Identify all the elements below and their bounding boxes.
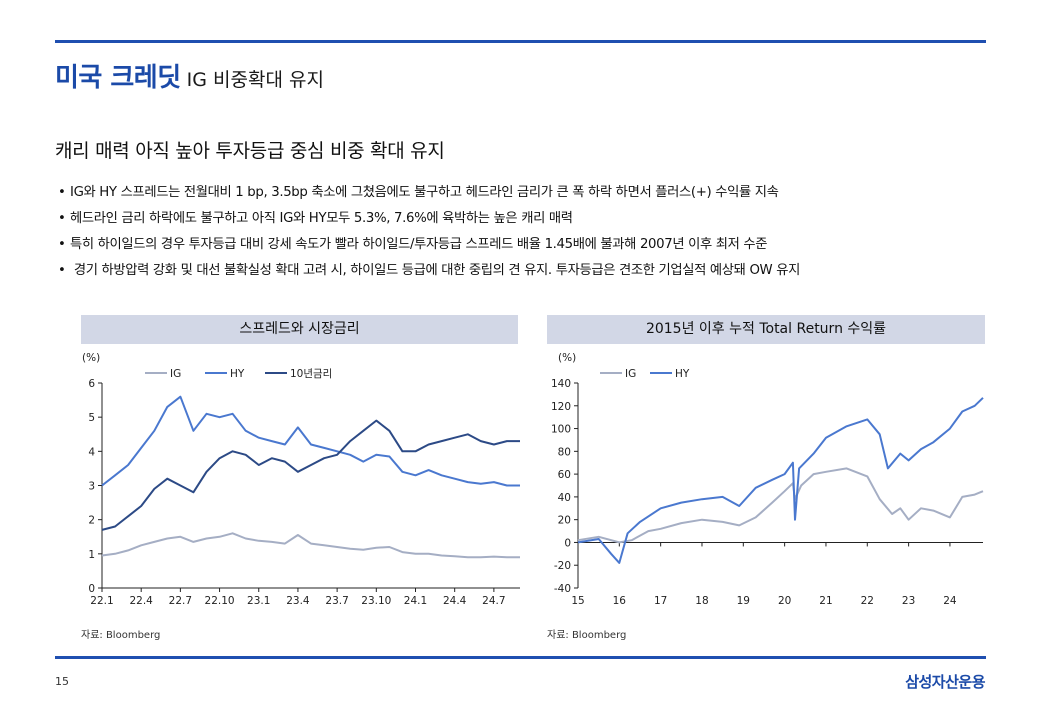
- y-unit-label: (%): [82, 352, 100, 364]
- y-tick-label: 2: [88, 515, 95, 527]
- bullet-item: • 경기 하방압력 강화 및 대선 불확실성 확대 고려 시, 하이일드 등급에…: [58, 258, 988, 284]
- spread-series-1-line: [101, 395, 520, 487]
- y-tick-label: 6: [88, 378, 95, 390]
- spread-rate-chart: (%) 0 1 2 3 4 5 6 22.1 22.4 22.7 22.10 23.1 23.4 23.7 2…: [82, 352, 520, 607]
- y-tick-label: 140: [551, 378, 571, 390]
- x-tick-label: 22.4: [129, 595, 153, 607]
- bullet-list: • IG와 HY 스프레드는 전월대비 1 bp, 3.5bp 축소에 그쳤음에도…: [58, 180, 988, 284]
- page-title: 미국 크레딧 IG 비중확대 유지: [55, 57, 324, 94]
- x-tick-label: 21: [819, 595, 832, 607]
- chart-source-left: 자료: Bloomberg: [81, 630, 161, 641]
- y-tick-label: 40: [558, 492, 571, 504]
- x-tick-label: 23: [902, 595, 915, 607]
- top-rule: [55, 40, 986, 43]
- x-tick-label: 23.7: [325, 595, 348, 607]
- x-tick-label: 23.10: [361, 595, 391, 607]
- y-tick-label: 20: [558, 515, 571, 527]
- bullet-mark: •: [58, 263, 66, 278]
- x-tick-label: 16: [613, 595, 627, 607]
- x-tick-label: 19: [737, 595, 750, 607]
- y-tick-label: 1: [88, 549, 95, 561]
- bullet-text: 헤드라인 금리 하락에도 불구하고 아직 IG와 HY모두 5.3%, 7.6%…: [70, 211, 573, 226]
- chart-header-spread: 스프레드와 시장금리: [81, 315, 518, 344]
- company-logo: 삼성자산운용: [905, 673, 985, 691]
- y-tick-label: 5: [88, 412, 95, 424]
- x-tick-label: 24: [943, 595, 957, 607]
- y-tick-label: 60: [558, 469, 571, 481]
- chart-header-return: 2015년 이후 누적 Total Return 수익률: [547, 315, 985, 344]
- x-tick-label: 22.7: [169, 595, 192, 607]
- y-tick-label: 0: [564, 537, 571, 549]
- return-series-1-line: [577, 397, 984, 564]
- y-tick-label: 80: [558, 446, 571, 458]
- bullet-item: • 특히 하이일드의 경우 투자등급 대비 강세 속도가 빨라 하이일드/투자등급…: [58, 232, 988, 258]
- bullet-text: 경기 하방압력 강화 및 대선 불확실성 확대 고려 시, 하이일드 등급에 대…: [70, 263, 800, 278]
- x-tick-label: 24.1: [404, 595, 427, 607]
- legend-label-1: HY: [230, 368, 245, 380]
- bullet-mark: •: [58, 185, 66, 200]
- y-tick-label: -20: [554, 560, 571, 572]
- total-return-chart: (%) -40 -20 0 20 40 60 80 100 120 140 15 16 17 18 19 20 2…: [551, 352, 984, 607]
- return-series-0-line: [577, 467, 984, 544]
- x-tick-label: 22.1: [90, 595, 113, 607]
- x-tick-label: 24.7: [482, 595, 505, 607]
- bottom-rule: [55, 656, 986, 659]
- x-tick-label: 23.1: [247, 595, 270, 607]
- title-main: 미국 크레딧: [55, 63, 181, 93]
- x-tick-label: 20: [778, 595, 791, 607]
- x-tick-label: 23.4: [286, 595, 310, 607]
- bullet-item: • IG와 HY 스프레드는 전월대비 1 bp, 3.5bp 축소에 그쳤음에도…: [58, 180, 988, 206]
- legend-label-2: 10년금리: [290, 368, 332, 380]
- y-tick-label: 4: [88, 446, 95, 458]
- bullet-text: 특히 하이일드의 경우 투자등급 대비 강세 속도가 빨라 하이일드/투자등급 …: [70, 237, 768, 252]
- legend-label-1: HY: [675, 368, 690, 380]
- x-tick-label: 24.4: [443, 595, 467, 607]
- spread-series-0-line: [101, 532, 520, 559]
- spread-series-2-line: [101, 419, 520, 531]
- x-tick-label: 22.10: [205, 595, 235, 607]
- y-tick-label: 120: [551, 401, 571, 413]
- chart-source-right: 자료: Bloomberg: [547, 630, 627, 641]
- section-subtitle: 캐리 매력 아직 높아 투자등급 중심 비중 확대 유지: [55, 140, 445, 162]
- x-tick-label: 15: [571, 595, 584, 607]
- legend-label-0: IG: [170, 368, 181, 380]
- legend-label-0: IG: [625, 368, 636, 380]
- y-tick-label: 100: [551, 424, 571, 436]
- bullet-mark: •: [58, 211, 66, 226]
- y-tick-label: 0: [88, 583, 95, 595]
- y-tick-label: -40: [554, 583, 571, 595]
- x-tick-label: 18: [695, 595, 708, 607]
- x-tick-label: 22: [861, 595, 874, 607]
- bullet-item: • 헤드라인 금리 하락에도 불구하고 아직 IG와 HY모두 5.3%, 7.6…: [58, 206, 988, 232]
- y-tick-label: 3: [88, 481, 95, 493]
- y-unit-label: (%): [558, 352, 576, 364]
- bullet-text: IG와 HY 스프레드는 전월대비 1 bp, 3.5bp 축소에 그쳤음에도 …: [70, 185, 779, 200]
- page-number: 15: [55, 675, 69, 688]
- title-sub: IG 비중확대 유지: [186, 69, 324, 91]
- x-tick-label: 17: [654, 595, 667, 607]
- bullet-mark: •: [58, 237, 66, 252]
